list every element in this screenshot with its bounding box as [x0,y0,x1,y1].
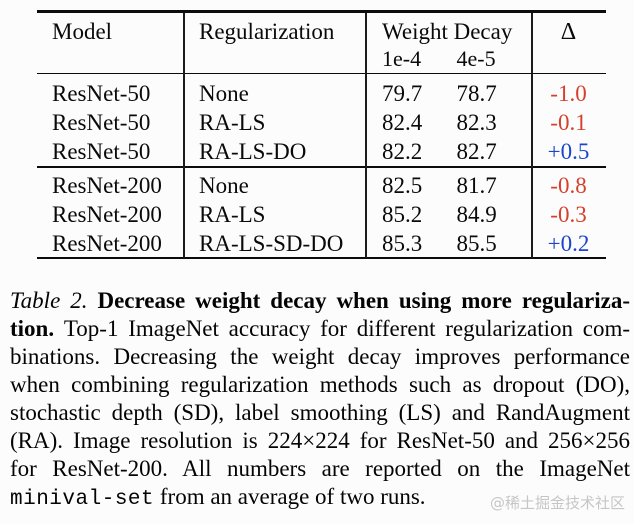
cell-regularization: RA-LS-SD-DO [199,230,344,256]
cell-wd-4e-5: 82.3 [456,110,497,136]
caption-line: stochastic depth (SD), label smoothing (… [10,400,630,425]
header-cell-weight-decay: Weight Decay [382,18,513,44]
cell-regularization: RA-LS [199,110,266,136]
cell-wd-4e-5: 85.5 [456,230,497,256]
weight-decay-subheaders: 1e-4 4e-5 [365,46,531,71]
header-cell-model: Model [52,18,113,44]
cell-weight-decay: 79.7 78.7 [365,79,531,108]
cell-weight-decay: 85.3 85.5 [365,229,531,258]
header-divider-rule [37,72,606,75]
cell-wd-1e-4: 85.3 [382,230,423,256]
group-divider-rule [37,166,606,168]
subheader-4e-5: 4e-5 [456,45,496,71]
cell-delta: -0.8 [550,172,587,198]
column-divider [365,12,367,258]
results-table: Model Regularization Weight Decay Δ 1e-4… [37,10,606,260]
caption-line: minival-set from an average of two runs. [10,484,426,511]
table-caption: Table 2. Decrease weight decay when usin… [10,287,630,514]
caption-line: Table 2. Decrease weight decay when usin… [10,288,630,313]
cell-model: ResNet-200 [52,172,162,198]
cell-weight-decay: 85.2 84.9 [365,200,531,229]
cell-model: ResNet-50 [52,139,151,165]
cell-weight-decay: 82.4 82.3 [365,108,531,137]
cell-wd-1e-4: 82.5 [382,172,423,198]
cell-wd-4e-5: 82.7 [456,139,497,165]
table-header-row: Model Regularization Weight Decay Δ 1e-4… [37,13,606,73]
cell-delta: -0.3 [550,201,587,227]
cell-regularization: None [199,172,249,198]
header-cell-regularization: Regularization [199,18,335,44]
cell-wd-1e-4: 82.4 [382,110,423,136]
cell-weight-decay: 82.2 82.7 [365,137,531,166]
table-group-resnet200: ResNet-200 None 82.5 81.7 -0.8 ResNet-200… [37,168,606,257]
table-top-rule [37,10,606,13]
cell-regularization: RA-LS-DO [199,139,307,165]
cell-model: ResNet-200 [52,201,162,227]
table-row: ResNet-50 RA-LS-DO 82.2 82.7 +0.5 [37,137,606,166]
table-row: ResNet-200 None 82.5 81.7 -0.8 [37,171,606,200]
cell-regularization: RA-LS [199,201,266,227]
table-row: ResNet-50 RA-LS 82.4 82.3 -0.1 [37,108,606,137]
table-row: ResNet-200 RA-LS-SD-DO 85.3 85.5 +0.2 [37,229,606,258]
caption-table-label: Table 2. [10,288,98,313]
cell-model: ResNet-50 [52,81,151,107]
caption-line: tion. Top-1 ImageNet accuracy for differ… [10,316,630,341]
cell-wd-1e-4: 79.7 [382,81,423,107]
caption-line: binations. Decreasing the weight decay i… [10,344,630,369]
caption-line: when combining regularization methods su… [10,372,630,397]
cell-delta: -1.0 [550,81,587,107]
column-divider [531,12,533,258]
cell-wd-4e-5: 84.9 [456,201,497,227]
minival-set-code: minival-set [10,488,155,511]
cell-weight-decay: 82.5 81.7 [365,171,531,200]
cell-wd-4e-5: 78.7 [456,81,497,107]
cell-wd-1e-4: 85.2 [382,201,423,227]
table-row: ResNet-50 None 79.7 78.7 -1.0 [37,79,606,108]
table-row: ResNet-200 RA-LS 85.2 84.9 -0.3 [37,200,606,229]
cell-delta: +0.2 [547,230,590,256]
caption-line: for ResNet-200. All numbers are reported… [10,456,630,481]
watermark: @稀土掘金技术社区 [489,494,625,512]
cell-wd-1e-4: 82.2 [382,139,423,165]
table-bottom-rule [37,256,606,260]
cell-model: ResNet-50 [52,110,151,136]
subheader-1e-4: 1e-4 [382,45,422,71]
cell-regularization: None [199,81,249,107]
header-cell-delta: Δ [560,18,577,45]
cell-model: ResNet-200 [52,230,162,256]
cell-delta: -0.1 [550,110,587,136]
table-group-resnet50: ResNet-50 None 79.7 78.7 -1.0 ResNet-50 R… [37,74,606,166]
caption-line: (RA). Image resolution is 224×224 for Re… [10,428,630,453]
cell-wd-4e-5: 81.7 [456,172,497,198]
cell-delta: +0.5 [547,139,590,165]
column-divider [183,12,185,258]
